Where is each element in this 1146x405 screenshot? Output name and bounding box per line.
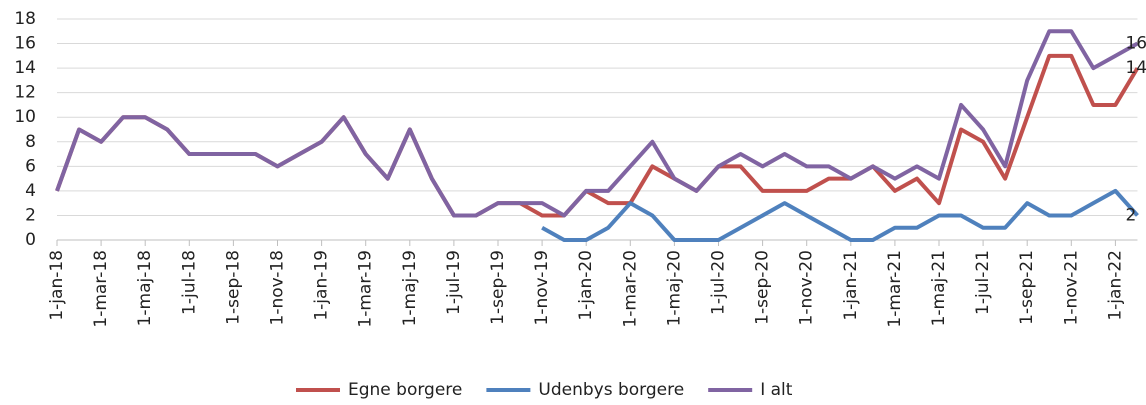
y-tick-label: 6 (25, 156, 36, 176)
y-tick-label: 12 (14, 83, 36, 103)
x-tick-label: 1-mar-18 (91, 250, 111, 328)
y-tick-label: 2 (25, 205, 36, 225)
series-line (541, 188, 1139, 242)
y-tick-label: 4 (25, 181, 36, 201)
x-tick-label: 1-sep-20 (753, 250, 773, 325)
x-tick-label: 1-jan-20 (576, 250, 596, 321)
series-line (55, 29, 1139, 218)
x-tick-label: 1-mar-20 (620, 250, 640, 328)
legend-label: I alt (760, 380, 793, 400)
x-tick-label: 1-nov-18 (268, 250, 288, 326)
y-tick-label: 8 (25, 132, 36, 152)
x-tick-label: 1-maj-18 (135, 250, 155, 326)
y-tick-label: 16 (14, 34, 36, 54)
end-label: 16 (1125, 34, 1146, 54)
x-tick-label: 1-jan-21 (841, 250, 861, 321)
x-tick-label: 1-jan-18 (47, 250, 67, 321)
x-tick-label: 1-mar-19 (356, 250, 376, 328)
x-tick-label: 1-sep-21 (1017, 250, 1037, 325)
y-tick-label: 18 (14, 9, 36, 29)
y-tick-label: 14 (14, 58, 36, 78)
x-tick-label: 1-nov-20 (797, 250, 817, 326)
y-tick-label: 0 (25, 230, 36, 250)
y-tick-label: 10 (14, 107, 36, 127)
x-tick-label: 1-sep-18 (223, 250, 243, 325)
x-tick-label: 1-nov-19 (532, 250, 552, 326)
x-tick-label: 1-jan-22 (1105, 250, 1125, 321)
end-label: 2 (1125, 205, 1136, 225)
x-tick-label: 1-sep-19 (488, 250, 508, 325)
x-tick-label: 1-maj-21 (929, 250, 949, 326)
x-tick-label: 1-nov-21 (1061, 250, 1081, 326)
legend-label: Udenbys borgere (538, 380, 684, 400)
x-tick-label: 1-jul-18 (179, 250, 199, 315)
x-tick-label: 1-jul-20 (709, 250, 729, 315)
x-tick-label: 1-maj-19 (400, 250, 420, 326)
legend-label: Egne borgere (348, 380, 462, 400)
end-label: 14 (1125, 58, 1146, 78)
x-tick-label: 1-jul-19 (444, 250, 464, 315)
x-tick-label: 1-jul-21 (973, 250, 993, 315)
x-tick-label: 1-jan-19 (312, 250, 332, 321)
x-tick-label: 1-maj-20 (664, 250, 684, 326)
x-tick-label: 1-mar-21 (885, 250, 905, 328)
